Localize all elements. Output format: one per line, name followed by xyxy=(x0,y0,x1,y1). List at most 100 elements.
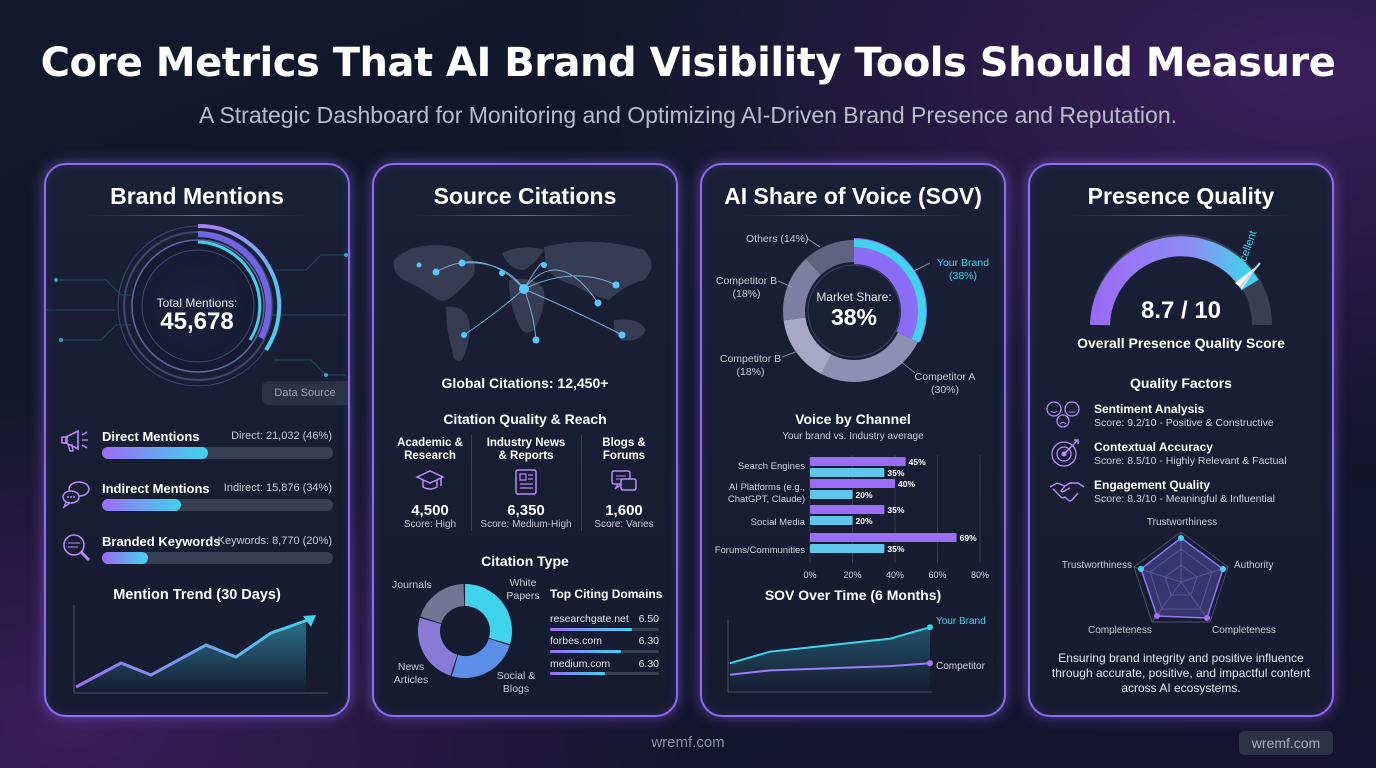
citation-type-slice xyxy=(420,584,465,624)
col-value: 1,600 xyxy=(605,502,643,519)
source-citations-panel: Source Citations Global Citations: 12,45… xyxy=(372,163,678,717)
axis-tick: 60% xyxy=(928,570,946,580)
channel-bar-brand xyxy=(810,533,957,542)
domain-value: 6.30 xyxy=(638,658,659,670)
trend-label-yourbrand: Your Brand xyxy=(936,616,986,627)
sov-trend-chart xyxy=(727,620,933,693)
label-yourbrand-pct: (38%) xyxy=(948,270,977,282)
page-title: Core Metrics That AI Brand Visibility To… xyxy=(40,40,1336,86)
direct-mentions-bar xyxy=(102,447,333,459)
direct-mentions-label: Direct Mentions xyxy=(102,429,200,444)
direct-mentions-row: Direct Mentions Direct: 21,032 (46%) xyxy=(60,427,340,467)
mention-trend-title: Mention Trend (30 Days) xyxy=(113,587,281,603)
label-compb: Competitor B xyxy=(715,275,778,287)
sov-panel: AI Share of Voice (SOV) Market Share: 38… xyxy=(700,163,1006,717)
domain-value: 6.50 xyxy=(638,613,659,625)
col-head: Forums xyxy=(602,450,646,462)
channel-bar-industry xyxy=(810,516,853,525)
axis-tick: 40% xyxy=(886,570,904,580)
trend-label-competitor: Competitor xyxy=(936,661,985,672)
footer-site[interactable]: wremf.com xyxy=(651,734,725,751)
footer-badge[interactable]: wremf.com xyxy=(1239,731,1333,755)
market-share-value: 38% xyxy=(830,304,878,330)
domain-name: forbes.com xyxy=(550,635,602,647)
citation-type-donut xyxy=(418,584,512,678)
handshake-icon xyxy=(1049,482,1085,502)
divider xyxy=(581,435,582,531)
channel-bar-label: 69% xyxy=(960,533,977,543)
indirect-mentions-bar xyxy=(102,499,333,511)
quality-score: 8.7 / 10 xyxy=(1140,297,1222,324)
quality-footer-text: Ensuring brand integrity and positive in… xyxy=(1030,651,1332,696)
market-share-label: Market Share: xyxy=(816,290,892,304)
channel-bar-brand xyxy=(810,457,906,466)
col-score: Score: High xyxy=(403,519,457,530)
sentiment-faces-icon xyxy=(1046,401,1080,428)
channel-bar-label: 35% xyxy=(887,468,904,478)
sov-trend-point xyxy=(927,660,933,667)
channel-bar-label: 35% xyxy=(887,505,904,515)
label-papers: Papers xyxy=(506,590,540,602)
global-citations: Global Citations: 12,450+ xyxy=(441,375,609,391)
col-score: Score: Medium-High xyxy=(480,519,572,530)
label-compa-pct: (30%) xyxy=(930,384,959,396)
col-value: 4,500 xyxy=(411,502,449,519)
factor-name: Engagement Quality xyxy=(1094,478,1211,492)
indirect-mentions-value: Indirect: 15,876 (34%) xyxy=(223,482,332,494)
label-compa: Competitor A xyxy=(914,371,976,383)
sov-donut xyxy=(780,237,927,382)
footer-line: Ensuring brand integrity and positive in… xyxy=(1058,651,1304,665)
channel-label: Forums/Communities xyxy=(714,545,805,556)
indirect-mentions-label: Indirect Mentions xyxy=(102,481,210,496)
axis-tick: 20% xyxy=(843,570,861,580)
quality-score-label: Overall Presence Quality Score xyxy=(1077,335,1285,351)
footer-line: through accurate, positive, and impactfu… xyxy=(1051,666,1311,680)
total-mentions-label: Total Mentions: xyxy=(156,296,238,310)
sov-slice xyxy=(805,240,855,276)
radar-label-bottom-left: Completeness xyxy=(1088,625,1152,636)
citation-type-slice xyxy=(451,638,510,678)
col-head: Research xyxy=(404,450,456,462)
sov-title: AI Share of Voice (SOV) xyxy=(724,183,982,209)
channel-label: Search Engines xyxy=(737,461,805,472)
radar-label-left: Trustworthiness xyxy=(1061,560,1132,571)
sov-trend-line-competitor xyxy=(729,662,931,676)
domain-value: 6.30 xyxy=(638,635,659,647)
citation-type-slice xyxy=(464,584,512,645)
channel-bar-brand xyxy=(810,505,885,514)
label-compb: Competitor B xyxy=(719,353,782,365)
label-news: News xyxy=(397,661,425,673)
channel-bar-chart: 45%35%40%20%35%20%69%35%0% 20% 40% 60% 80% xyxy=(803,455,989,580)
direct-mentions-value: Direct: 21,032 (46%) xyxy=(231,430,332,442)
graduation-cap-icon xyxy=(415,470,445,490)
label-white: White xyxy=(509,577,537,589)
domain-name: researchgate.net xyxy=(550,613,629,625)
source-citations-title: Source Citations xyxy=(433,183,617,209)
sov-trend-area xyxy=(730,627,930,692)
channel-bar-brand xyxy=(810,479,895,488)
sov-trend-point xyxy=(927,624,933,631)
col-head: & Reports xyxy=(498,450,554,462)
label-compb-pct: (18%) xyxy=(736,366,765,378)
sov-slice xyxy=(783,316,832,374)
factor-detail: Score: 8.3/10 - Meaningful & Influential xyxy=(1094,493,1275,505)
col-score: Score: Varies xyxy=(594,519,654,530)
label-social: Social & xyxy=(496,670,536,682)
channel-label: ChatGPT, Claude) xyxy=(727,494,805,505)
target-icon xyxy=(1051,439,1079,467)
radar-label-right: Authority xyxy=(1234,560,1274,571)
channel-bar-label: 20% xyxy=(856,516,873,526)
brand-mentions-panel: Brand Mentions Total Mentions: 45,678 Da… xyxy=(44,163,350,717)
sov-slice xyxy=(783,258,822,321)
channel-bar-label: 20% xyxy=(856,490,873,500)
quality-gauge xyxy=(1090,234,1272,326)
megaphone-icon xyxy=(61,429,88,452)
data-source-tab[interactable]: Data Source xyxy=(262,381,348,405)
radar-label-top: Trustworthiness xyxy=(1146,517,1218,528)
channel-bar-industry xyxy=(810,490,853,499)
factor-name: Contextual Accuracy xyxy=(1094,440,1213,454)
indirect-mentions-row: Indirect Mentions Indirect: 15,876 (34%) xyxy=(60,479,340,519)
world-map-graphic xyxy=(393,241,652,362)
factor-detail: Score: 9.2/10 - Positive & Constructive xyxy=(1094,417,1274,429)
domain-bar xyxy=(550,672,659,675)
